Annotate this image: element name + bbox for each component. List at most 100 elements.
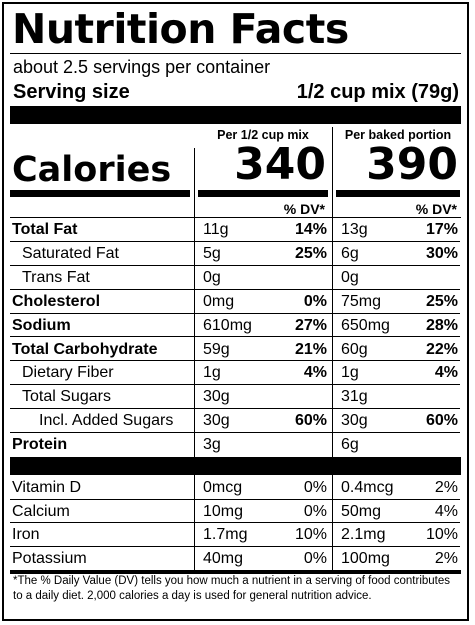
nutrient-name: Calcium <box>12 502 70 520</box>
dv-header-baked: % DV* <box>415 201 457 217</box>
amount-baked: 60g <box>341 340 368 358</box>
dv-baked: 28% <box>425 316 458 334</box>
row-divider <box>10 432 460 434</box>
dv-baked: 60% <box>425 412 458 430</box>
amount-baked: 650mg <box>341 316 390 334</box>
dv-header-mix: % DV* <box>283 201 325 217</box>
amount-mix: 11g <box>203 221 229 238</box>
divider <box>10 217 461 218</box>
amount-mix: 0g <box>203 268 221 286</box>
dv-baked: 2% <box>434 549 458 567</box>
amount-mix: 1g <box>203 364 221 382</box>
vitamin-row: Calcium 10mg 0% 50mg 4% <box>10 500 460 523</box>
amount-baked: 75mg <box>341 292 382 310</box>
dv-mix: 0% <box>303 479 327 496</box>
amount-baked: 0g <box>341 268 359 286</box>
nutrient-row: Protein 3g 6g <box>10 433 460 457</box>
nutrient-row: Total Sugars 30g 31g <box>10 385 460 410</box>
vitamin-row: Potassium 40mg 0% 100mg 2% <box>10 547 460 571</box>
column-header-baked: Per baked portion <box>344 128 452 142</box>
nutrient-name: Potassium <box>12 549 87 567</box>
footnote: *The % Daily Value (DV) tells you how mu… <box>13 575 450 602</box>
amount-baked: 6g <box>341 244 359 262</box>
column-separator <box>194 148 195 572</box>
nutrient-name: Total Sugars <box>22 388 111 406</box>
calories-bar-mix <box>198 190 328 197</box>
dv-baked: 4% <box>434 502 458 520</box>
row-divider <box>10 408 460 410</box>
dv-baked: 30% <box>425 244 458 262</box>
vitamin-row: Vitamin D 0mcg 0% 0.4mcg 2% <box>10 476 460 500</box>
row-divider <box>10 522 460 523</box>
calories-bar-baked <box>336 190 460 197</box>
nutrient-name: Dietary Fiber <box>22 364 114 382</box>
nutrient-name: Total Fat <box>12 221 78 238</box>
nutrient-name: Vitamin D <box>12 479 82 496</box>
amount-mix: 0mg <box>203 292 235 310</box>
dv-mix: 0% <box>303 502 327 520</box>
row-divider <box>10 545 460 547</box>
dv-mix: 25% <box>294 244 327 262</box>
nutrient-row: Saturated Fat 5g 25% 6g 30% <box>10 242 460 266</box>
dv-baked: 17% <box>425 221 458 238</box>
calories-value-mix: 340 <box>234 139 326 190</box>
nutrient-row: Incl. Added Sugars 30g 60% 30g 60% <box>10 409 460 434</box>
divider <box>10 53 461 54</box>
dv-baked: 22% <box>425 340 458 358</box>
calories-label: Calories <box>12 150 172 190</box>
nutrient-name: Iron <box>12 526 40 543</box>
nutrient-name: Protein <box>12 436 68 454</box>
dv-baked: 10% <box>425 526 458 543</box>
nutrient-name: Total Carbohydrate <box>12 340 158 358</box>
amount-baked: 2.1mg <box>341 526 386 543</box>
amount-mix: 30g <box>203 412 230 430</box>
amount-mix: 30g <box>203 388 230 406</box>
amount-mix: 0mcg <box>203 479 243 496</box>
nutrient-name: Saturated Fat <box>22 244 119 262</box>
row-divider <box>10 336 460 338</box>
vitamin-row: Iron 1.7mg 10% 2.1mg 10% <box>10 523 460 547</box>
amount-baked: 50mg <box>341 502 382 520</box>
dv-mix: 10% <box>294 526 327 543</box>
nutrient-name: Cholesterol <box>12 292 101 310</box>
nutrient-row: Cholesterol 0mg 0% 75mg 25% <box>10 290 460 314</box>
dv-mix: 21% <box>294 340 327 358</box>
amount-mix: 610mg <box>203 316 252 334</box>
column-header-mix: Per 1/2 cup mix <box>217 128 309 142</box>
thick-divider <box>10 106 461 124</box>
amount-mix: 5g <box>203 244 221 262</box>
dv-mix: 0% <box>303 549 327 567</box>
calories-bar-left <box>10 190 190 197</box>
dv-mix: 14% <box>294 221 327 238</box>
nutrient-row: Sodium 610mg 27% 650mg 28% <box>10 314 460 338</box>
row-divider <box>10 288 460 290</box>
thick-divider <box>10 457 461 475</box>
amount-mix: 10mg <box>203 502 244 520</box>
nutrient-name: Sodium <box>12 316 71 334</box>
nutrient-row: Total Fat 11g 14% 13g 17% <box>10 218 460 242</box>
servings-per-container: about 2.5 servings per container <box>13 57 271 77</box>
calories-value-baked: 390 <box>366 139 458 190</box>
nutrient-name: Incl. Added Sugars <box>39 412 174 430</box>
amount-baked: 1g <box>341 364 359 382</box>
amount-mix: 40mg <box>203 549 244 567</box>
nutrient-name: Trans Fat <box>22 268 90 286</box>
row-divider <box>10 360 460 362</box>
nutrient-row: Total Carbohydrate 59g 21% 60g 22% <box>10 338 460 362</box>
row-divider <box>10 498 460 500</box>
nutrient-row: Dietary Fiber 1g 4% 1g 4% <box>10 361 460 386</box>
amount-baked: 100mg <box>341 549 390 567</box>
dv-baked: 2% <box>434 479 458 496</box>
serving-size-label: Serving size <box>13 81 130 103</box>
thick-divider <box>10 570 461 574</box>
row-divider <box>10 264 460 266</box>
row-divider <box>10 240 460 242</box>
serving-size-value: 1/2 cup mix (79g) <box>296 81 459 103</box>
dv-mix: 0% <box>303 292 327 310</box>
dv-mix: 60% <box>294 412 327 430</box>
dv-mix: 4% <box>303 364 327 382</box>
nutrition-facts-panel: Nutrition Facts about 2.5 servings per c… <box>2 2 469 621</box>
nutrient-row: Trans Fat 0g 0g <box>10 266 460 290</box>
panel-title: Nutrition Facts <box>12 5 349 53</box>
row-divider <box>10 384 460 386</box>
